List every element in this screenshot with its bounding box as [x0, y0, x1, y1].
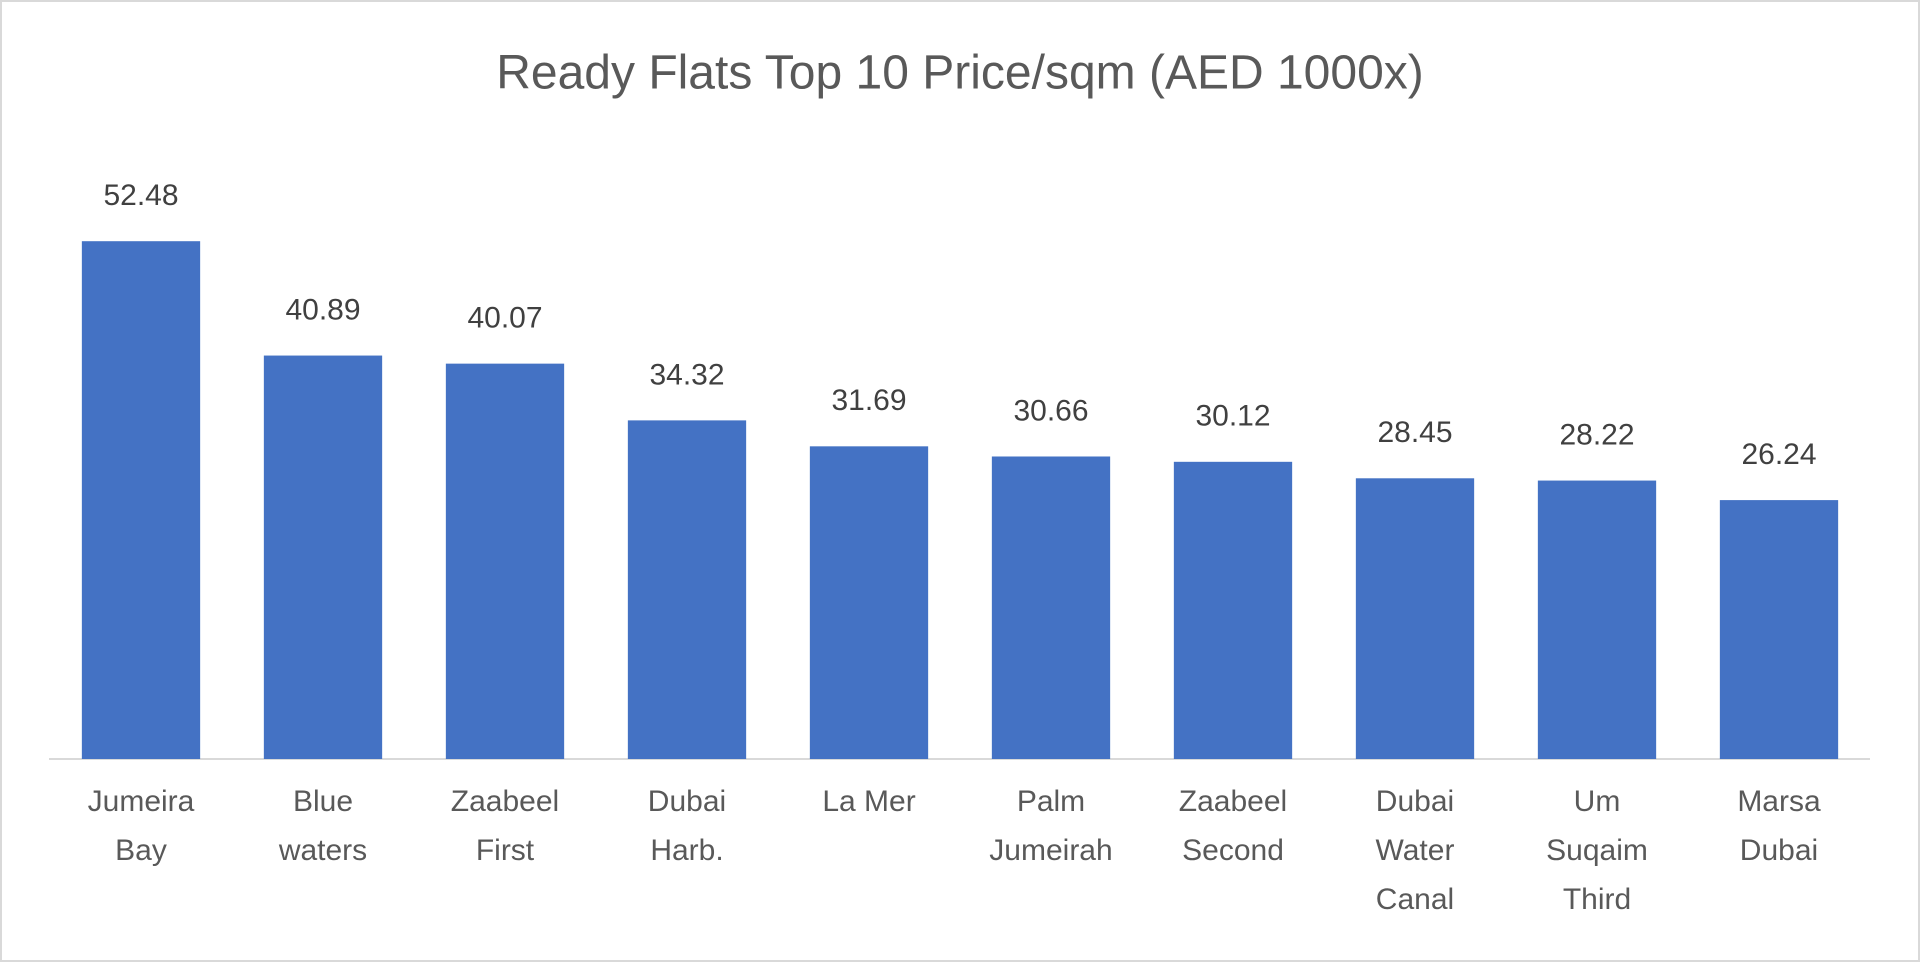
data-label: 30.66 [1013, 394, 1088, 427]
x-tick-label: Marsa Dubai [1737, 785, 1821, 867]
data-label: 28.45 [1377, 416, 1452, 449]
x-tick-label-box: Jumeira Bay [87, 785, 195, 867]
data-label: 28.22 [1559, 418, 1634, 451]
bar [991, 456, 1111, 759]
data-label: 31.69 [831, 384, 906, 417]
x-tick-label: Blue waters [278, 785, 368, 867]
bar [81, 241, 201, 759]
bar [1355, 478, 1475, 759]
x-tick-label: Zaabeel First [450, 785, 560, 867]
x-tick-label-box: Palm Jumeirah [989, 785, 1113, 867]
x-tick-label-box: Dubai Water Canal [1375, 785, 1455, 916]
data-label: 34.32 [649, 358, 724, 391]
x-tick-label: Zaabeel Second [1178, 785, 1288, 867]
bar [809, 446, 929, 759]
data-label: 40.89 [285, 293, 360, 326]
bar [627, 420, 747, 759]
data-label: 40.07 [467, 302, 542, 335]
x-tick-label-box: Um Suqaim Third [1546, 785, 1648, 916]
bar [1719, 500, 1839, 759]
x-tick-label-box: Marsa Dubai [1737, 785, 1821, 867]
bar [1173, 461, 1293, 759]
x-tick-label: Dubai Water Canal [1375, 785, 1455, 916]
x-tick-label: La Mer [822, 785, 916, 818]
chart-title: Ready Flats Top 10 Price/sqm (AED 1000x) [496, 47, 1424, 100]
x-tick-label: Dubai Harb. [647, 785, 727, 867]
bar [1537, 480, 1657, 759]
x-tick-label-box: La Mer [822, 785, 916, 818]
x-tick-label-box: Zaabeel Second [1178, 785, 1288, 867]
x-tick-label: Palm Jumeirah [989, 785, 1113, 867]
data-label: 26.24 [1741, 438, 1816, 471]
bar [445, 363, 565, 759]
data-label: 52.48 [103, 179, 178, 212]
x-tick-label-box: Blue waters [278, 785, 368, 867]
x-tick-label: Um Suqaim Third [1546, 785, 1648, 916]
x-tick-label: Jumeira Bay [87, 785, 195, 867]
bar [263, 355, 383, 759]
data-label: 30.12 [1195, 400, 1270, 433]
x-tick-label-box: Zaabeel First [450, 785, 560, 867]
x-tick-label-box: Dubai Harb. [647, 785, 727, 867]
